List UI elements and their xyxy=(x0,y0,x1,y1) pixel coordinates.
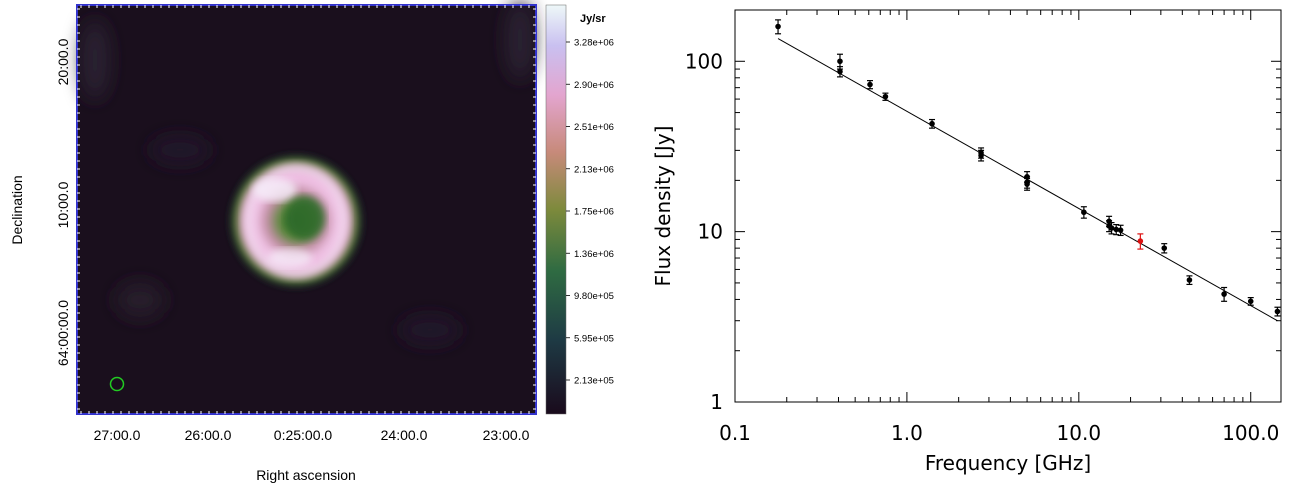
data-point xyxy=(867,80,874,90)
data-marker xyxy=(1024,181,1030,187)
data-marker xyxy=(837,68,843,75)
noise-patches xyxy=(81,0,534,344)
data-point xyxy=(1080,206,1087,219)
x-axis-label: Frequency [GHz] xyxy=(925,451,1091,475)
colorbar-unit: Jy/sr xyxy=(580,13,606,25)
data-marker xyxy=(978,152,984,159)
x-tick-label: 1.0 xyxy=(891,421,923,445)
data-point xyxy=(1274,306,1281,317)
x-axis-title: Right ascension xyxy=(256,467,356,483)
y-axis-tick-labels: 1 10 100 xyxy=(685,49,723,414)
x-tick-label: 10.0 xyxy=(1057,421,1102,445)
data-marker xyxy=(775,23,781,30)
y-tick-label: 1 xyxy=(710,390,723,414)
data-point xyxy=(1113,223,1120,236)
colorbar-tick-label: 3.28e+06 xyxy=(574,38,614,49)
y-axis-title: Declination xyxy=(9,175,25,244)
x-tick-label: 0.1 xyxy=(719,421,751,445)
beam-circle xyxy=(109,376,125,392)
x-tick-label: 100.0 xyxy=(1222,421,1279,445)
data-marker xyxy=(1113,226,1120,233)
data-point xyxy=(978,149,985,162)
colorbar-tick-label: 2.51e+06 xyxy=(574,122,614,133)
ra-tick-label: 23:00.0 xyxy=(483,427,530,443)
y-axis-ticks xyxy=(735,9,1281,403)
data-point xyxy=(929,118,936,129)
data-marker xyxy=(1274,308,1281,315)
data-points xyxy=(775,19,1281,317)
ra-tick-label: 0:25:00.0 xyxy=(274,427,333,443)
sed-chart: 0.1 1.0 10.0 100.0 1 10 100 Frequency [GHz] F… xyxy=(651,9,1282,475)
data-marker xyxy=(1186,277,1193,283)
data-marker xyxy=(929,120,935,127)
data-marker xyxy=(1137,238,1144,244)
sky-map: 27:00.0 26:00.0 0:25:00.0 24:00.0 23:00.… xyxy=(9,0,614,483)
data-marker xyxy=(1081,209,1087,216)
colorbar-tick-label: 1.36e+06 xyxy=(574,249,614,260)
data-point xyxy=(882,92,889,101)
data-marker xyxy=(882,93,889,100)
ra-tick-label: 26:00.0 xyxy=(185,427,232,443)
data-point xyxy=(836,66,843,78)
sky-map-panel: 27:00.0 26:00.0 0:25:00.0 24:00.0 23:00.… xyxy=(0,0,620,487)
data-point xyxy=(1247,297,1254,306)
colorbar-tick-label: 1.75e+06 xyxy=(574,207,614,218)
data-point xyxy=(1221,286,1228,302)
colorbar-tick-label: 2.13e+06 xyxy=(574,164,614,175)
ra-tick-label: 24:00.0 xyxy=(381,427,428,443)
colorbar-tick-label: 2.90e+06 xyxy=(574,80,614,91)
y-tick-label: 100 xyxy=(685,49,723,73)
data-marker xyxy=(1117,227,1124,233)
y-axis-label: Flux density [Jy] xyxy=(651,126,675,287)
data-point xyxy=(1161,243,1168,254)
highlighted-data-point xyxy=(1137,233,1144,250)
data-marker xyxy=(837,58,843,65)
colorbar-tick-label: 2.13e+05 xyxy=(574,376,614,387)
data-marker xyxy=(1221,291,1227,297)
sed-chart-panel: 0.1 1.0 10.0 100.0 1 10 100 Frequency [GHz] F… xyxy=(640,0,1299,487)
dec-tick-label: 10:00.0 xyxy=(55,181,71,228)
dec-tick-label: 20:00.0 xyxy=(55,38,71,85)
data-point xyxy=(1024,177,1031,191)
ra-tick-label: 27:00.0 xyxy=(94,427,141,443)
dec-tick-label: 64:00:00.0 xyxy=(55,300,71,366)
x-axis-ticks xyxy=(734,10,1252,402)
data-marker xyxy=(867,81,873,88)
data-marker xyxy=(1161,245,1168,251)
colorbar xyxy=(546,5,566,414)
data-point xyxy=(1117,224,1124,237)
x-axis-tick-labels: 0.1 1.0 10.0 100.0 xyxy=(719,421,1279,445)
colorbar-tick-labels: 3.28e+06 2.90e+06 2.51e+06 2.13e+06 1.75e+06… xyxy=(566,38,614,387)
dec-tick-labels: 20:00.0 10:00.0 64:00:00.0 xyxy=(55,38,71,366)
y-tick-label: 10 xyxy=(698,220,723,244)
data-point xyxy=(775,19,782,35)
data-point xyxy=(1108,221,1115,235)
ra-tick-labels: 27:00.0 26:00.0 0:25:00.0 24:00.0 23:00.… xyxy=(94,427,530,443)
data-point xyxy=(1186,275,1193,286)
data-marker xyxy=(1108,225,1115,231)
plot-frame xyxy=(734,9,1282,403)
colorbar-tick-label: 9.80e+05 xyxy=(574,291,614,302)
colorbar-tick-label: 5.95e+05 xyxy=(574,333,614,344)
frame-ticks xyxy=(77,5,536,414)
supernova-remnant xyxy=(230,155,362,287)
data-marker xyxy=(1247,298,1254,305)
